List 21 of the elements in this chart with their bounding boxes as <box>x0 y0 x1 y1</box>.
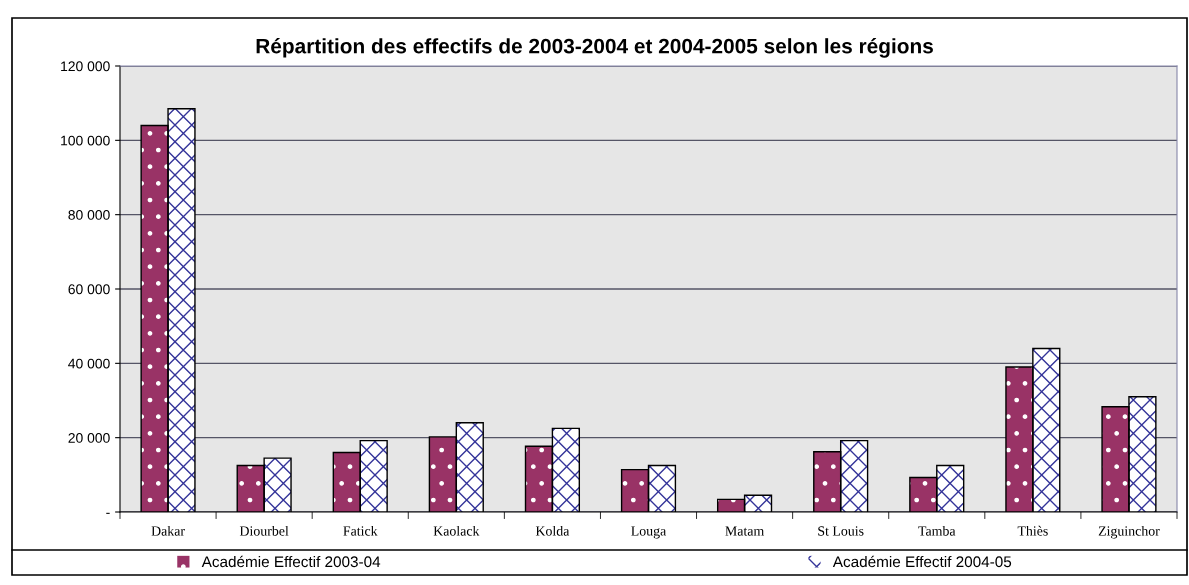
x-tick-label: Tamba <box>918 525 956 536</box>
x-tick-label: Matam <box>725 526 765 536</box>
x-tick-label: St Louis <box>818 526 864 536</box>
x-tick-label: Kaolack <box>433 525 480 536</box>
legend-label: Académie Effectif 2004-05 <box>832 555 1012 568</box>
x-tick-label: Diourbel <box>239 525 289 536</box>
legend-label: Académie Effectif 2003-04 <box>201 555 381 568</box>
x-tick-label: Thiès <box>1017 525 1048 536</box>
x-tick-label: Ziguinchor <box>1098 525 1160 539</box>
y-tick-label: 60 000 <box>68 284 110 295</box>
chart-title: Répartition des effectifs de 2003-2004 et 2004-2005 selon les régions <box>256 38 933 58</box>
x-tick-label: Kolda <box>535 525 570 536</box>
y-tick-label: 120 000 <box>61 61 110 72</box>
y-tick-label: - <box>106 512 110 514</box>
x-tick-label: Louga <box>631 526 667 539</box>
y-tick-label: 20 000 <box>68 433 110 443</box>
x-tick-label: Fatick <box>343 525 378 536</box>
x-tick-label: Dakar <box>151 525 185 536</box>
y-tick-label: 100 000 <box>61 135 110 146</box>
y-tick-label: 40 000 <box>68 358 110 369</box>
y-tick-label: 80 000 <box>68 210 110 220</box>
